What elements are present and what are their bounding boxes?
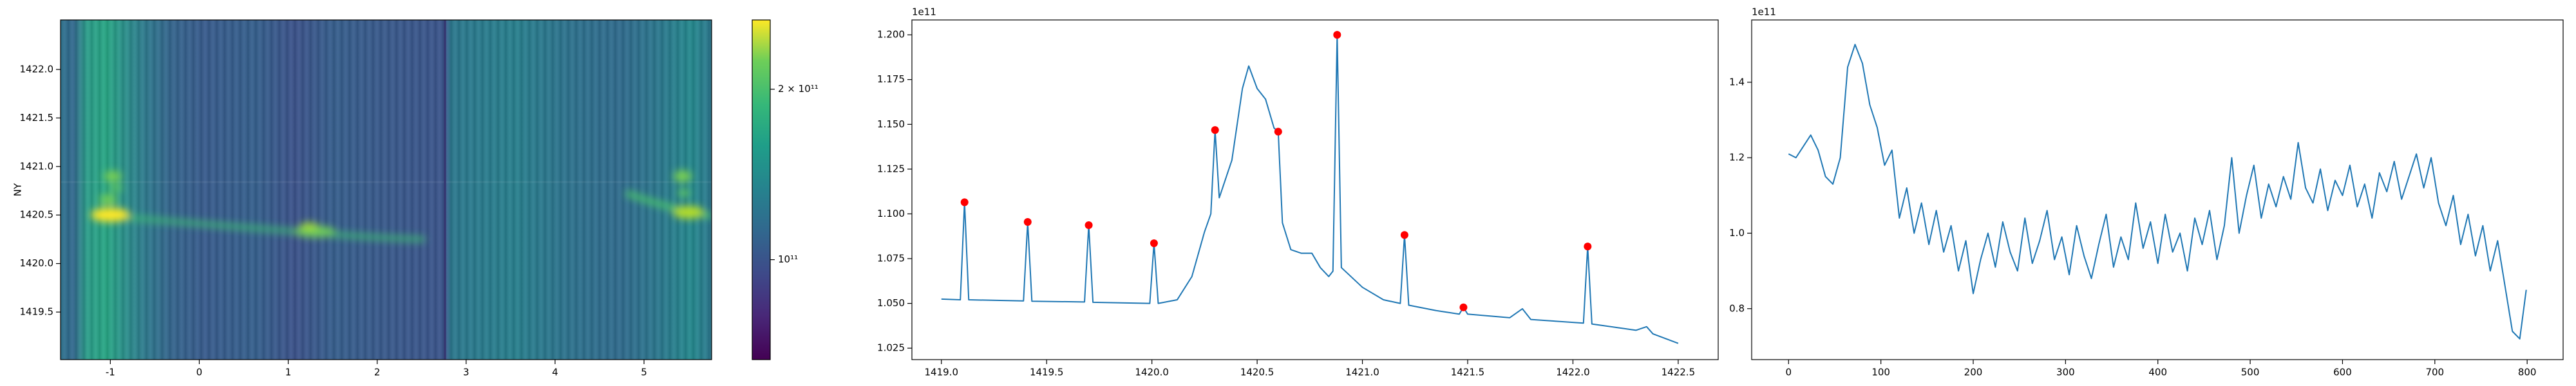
axis-offset-text: 1e11	[912, 6, 936, 18]
x-tick-label: 5	[641, 367, 647, 378]
y-tick-label: 0.8	[1729, 302, 1745, 314]
x-tick-label: 100	[1871, 367, 1890, 378]
x-tick-label: 0	[196, 367, 203, 378]
x-tick-label: 300	[2056, 367, 2075, 378]
peak-marker	[1150, 239, 1158, 248]
x-tick-label: 1420.5	[1240, 367, 1274, 378]
peak-marker	[1459, 303, 1468, 311]
peak-marker	[1023, 217, 1032, 226]
y-tick-label: 1.200	[877, 29, 905, 41]
x-tick-label: 2	[374, 367, 381, 378]
heatmap-texture	[61, 20, 712, 360]
colorbar	[752, 19, 771, 360]
axes-frame	[911, 19, 1719, 360]
heatmap-image	[61, 20, 712, 360]
x-tick-label: -1	[106, 367, 115, 378]
x-tick-label: 3	[463, 367, 469, 378]
x-tick-label: 1422.0	[1556, 367, 1590, 378]
x-tick-label: 1421.5	[1451, 367, 1485, 378]
peak-marker	[1333, 31, 1341, 39]
y-tick-label: 1420.5	[20, 209, 54, 221]
x-tick-label: 1421.0	[1345, 367, 1379, 378]
colorbar-tick-label: 2 × 10¹¹	[778, 83, 819, 95]
x-tick-label: 4	[552, 367, 558, 378]
x-tick-label: 1420.0	[1135, 367, 1169, 378]
x-tick-label: 1	[285, 367, 292, 378]
x-tick-label: 1419.0	[925, 367, 959, 378]
y-tick-label: 1.0	[1729, 227, 1745, 239]
y-axis-label: NY	[12, 183, 24, 196]
data-line	[941, 34, 1679, 344]
y-tick-label: 1.4	[1729, 76, 1745, 87]
peak-marker	[1084, 221, 1093, 229]
x-tick-label: 1419.5	[1030, 367, 1064, 378]
peak-marker	[1584, 243, 1592, 251]
y-tick-label: 1421.5	[20, 112, 54, 124]
peak-marker	[1400, 231, 1408, 239]
peak-marker	[960, 198, 969, 207]
axis-offset-text: 1e11	[1752, 6, 1776, 18]
colorbar-tick-label: 10¹¹	[778, 253, 798, 265]
plot-area	[912, 20, 1718, 360]
x-tick-label: 700	[2425, 367, 2444, 378]
y-tick-label: 1.150	[877, 118, 905, 130]
axes-frame	[1751, 19, 2564, 360]
heatmap-ridge	[91, 170, 712, 243]
y-tick-label: 1.100	[877, 208, 905, 219]
plot-area	[1752, 20, 2563, 360]
y-tick-label: 1.175	[877, 73, 905, 85]
peak-marker	[1211, 126, 1219, 134]
y-tick-label: 1.075	[877, 253, 905, 264]
y-tick-label: 1421.0	[20, 160, 54, 172]
x-tick-label: 200	[1964, 367, 1983, 378]
x-tick-label: 1422.5	[1662, 367, 1696, 378]
y-tick-label: 1.050	[877, 297, 905, 309]
x-tick-label: 400	[2148, 367, 2167, 378]
y-tick-label: 1.125	[877, 163, 905, 174]
peak-marker	[1274, 127, 1282, 136]
x-tick-label: 800	[2518, 367, 2537, 378]
x-tick-label: 0	[1785, 367, 1792, 378]
y-tick-label: 1420.0	[20, 257, 54, 269]
y-tick-label: 1419.5	[20, 306, 54, 318]
y-tick-label: 1.2	[1729, 152, 1745, 163]
data-line	[1788, 44, 2527, 340]
y-tick-label: 1.025	[877, 342, 905, 354]
x-tick-label: 500	[2241, 367, 2260, 378]
axes-frame	[60, 19, 712, 360]
x-tick-label: 600	[2333, 367, 2352, 378]
y-tick-label: 1422.0	[20, 63, 54, 75]
